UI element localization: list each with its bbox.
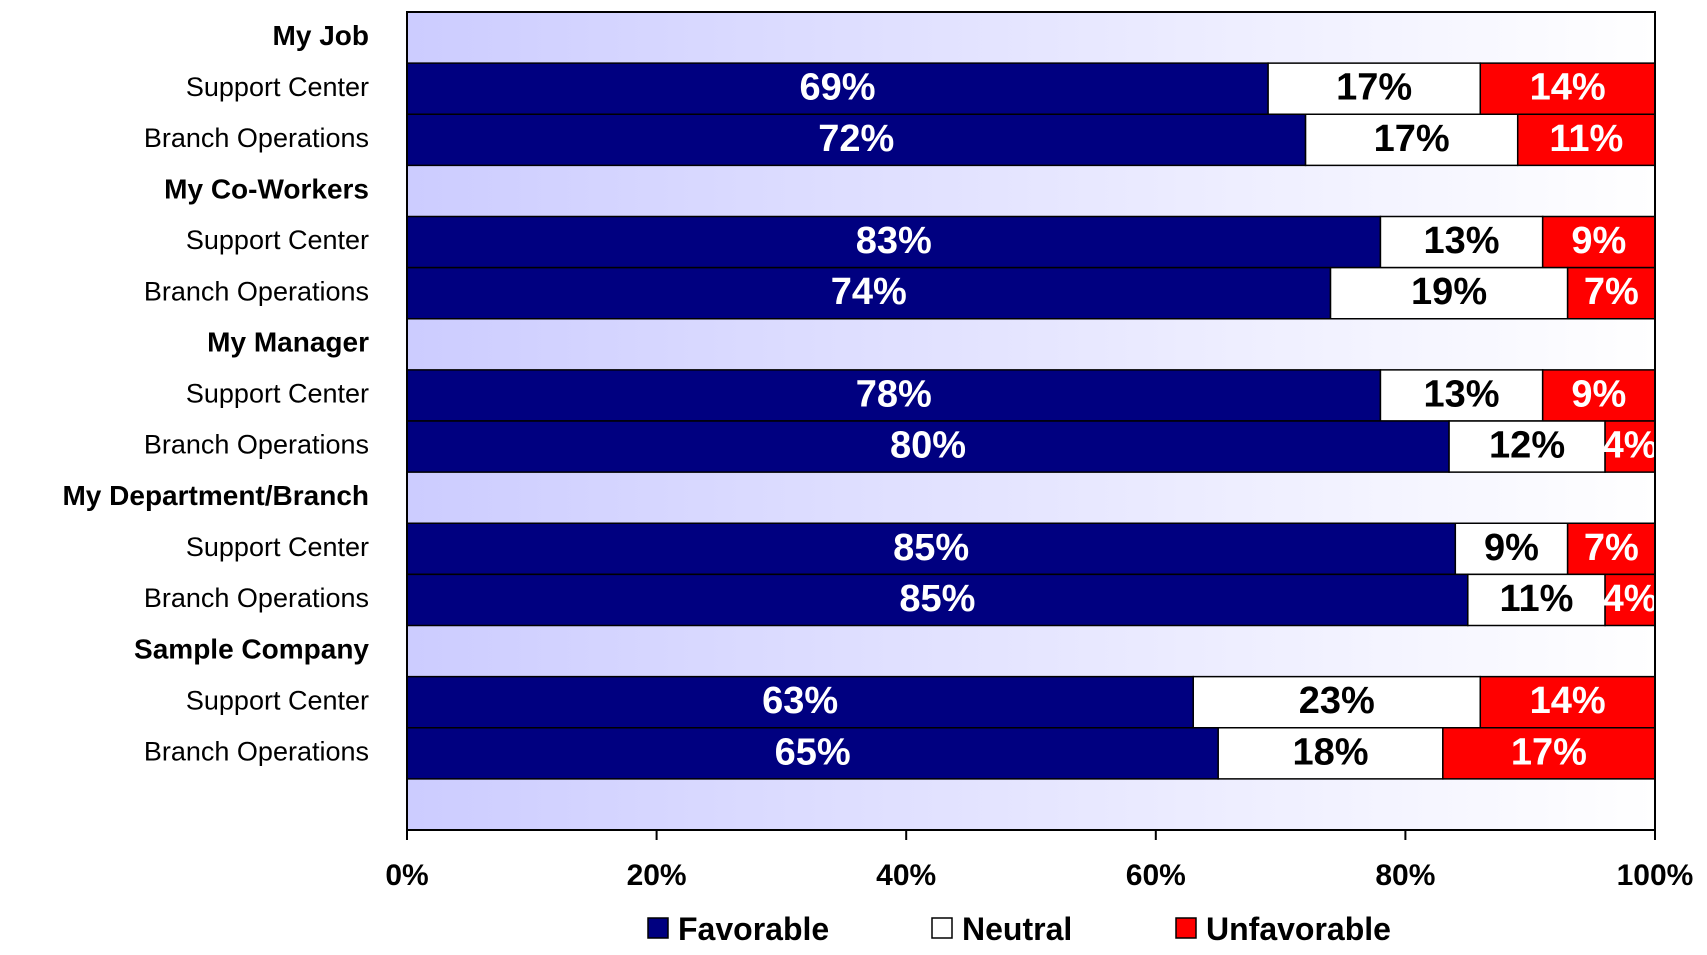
- data-label-neutral: 12%: [1489, 425, 1565, 467]
- data-label-neutral: 9%: [1484, 527, 1539, 569]
- data-label-favorable: 72%: [818, 118, 894, 160]
- bar-segment-unfavorable: [1442, 727, 1656, 780]
- data-label-favorable: 63%: [762, 680, 838, 722]
- bar-segment-unfavorable: [1479, 675, 1656, 729]
- x-tick-label: 60%: [1126, 859, 1186, 892]
- row-label-support-center: Support Center: [186, 379, 369, 409]
- data-label-neutral: 13%: [1424, 373, 1500, 415]
- data-label-favorable: 74%: [831, 271, 907, 313]
- bar-segment-unfavorable: [1541, 215, 1656, 269]
- data-label-favorable: 78%: [856, 373, 932, 415]
- row-label-support-center: Support Center: [186, 72, 369, 102]
- legend: Favorable Neutral Unfavorable: [647, 911, 1391, 947]
- plot-frame: [406, 11, 1656, 831]
- bar-segment-favorable: [406, 727, 1219, 780]
- group-label-my-job: My Job: [273, 20, 369, 51]
- x-tick-label: 20%: [627, 859, 687, 892]
- data-label-unfavorable: 14%: [1530, 67, 1606, 109]
- bar-segment-favorable: [406, 369, 1382, 422]
- bar-segment-unfavorable: [1516, 113, 1656, 167]
- bar-segment-neutral: [1379, 215, 1544, 269]
- data-label-neutral: 23%: [1299, 680, 1375, 722]
- row-label-branch-operations: Branch Operations: [144, 123, 369, 153]
- category-labels: My Job Support Center Branch Operations My …: [62, 20, 369, 766]
- data-label-unfavorable: 17%: [1511, 731, 1587, 773]
- data-label-unfavorable: 14%: [1530, 680, 1606, 722]
- row-label-support-center: Support Center: [186, 225, 369, 255]
- row-label-support-center: Support Center: [186, 685, 369, 715]
- data-label-favorable: 69%: [800, 67, 876, 109]
- group-label-my-manager: My Manager: [207, 327, 369, 358]
- data-label-favorable: 80%: [890, 425, 966, 467]
- data-label-neutral: 19%: [1411, 271, 1487, 313]
- data-label-unfavorable: 4%: [1603, 578, 1658, 620]
- data-label-unfavorable: 9%: [1571, 373, 1626, 415]
- data-label-neutral: 13%: [1424, 220, 1500, 262]
- x-tick-label: 100%: [1617, 859, 1694, 892]
- data-label-favorable: 85%: [899, 578, 975, 620]
- x-axis: 0% 20% 40% 60% 80% 100%: [385, 830, 1693, 892]
- data-label-neutral: 11%: [1499, 578, 1573, 620]
- row-label-branch-operations: Branch Operations: [144, 430, 369, 460]
- data-label-unfavorable: 4%: [1603, 425, 1658, 467]
- data-label-unfavorable: 11%: [1549, 118, 1623, 160]
- group-label-my-co-workers: My Co-Workers: [164, 173, 369, 204]
- bar-segment-neutral: [1304, 113, 1519, 167]
- x-tick-label: 80%: [1375, 859, 1435, 892]
- row-label-branch-operations: Branch Operations: [144, 583, 369, 613]
- group-label-sample-company: Sample Company: [134, 633, 369, 664]
- data-label-favorable: 85%: [893, 527, 969, 569]
- bar-segment-neutral: [1329, 266, 1569, 320]
- bar-segment-unfavorable: [1604, 420, 1656, 473]
- bars-layer: 69% 17% 14% 72% 17% 11% 83% 13% 9% 74% 19% 7% 78% 13%…: [406, 62, 1658, 780]
- bar-segment-favorable: [406, 420, 1450, 473]
- data-label-neutral: 18%: [1292, 731, 1368, 773]
- data-label-favorable: 65%: [775, 731, 851, 773]
- legend-label-favorable: Favorable: [678, 911, 829, 947]
- row-label-branch-operations: Branch Operations: [144, 276, 369, 306]
- bar-segment-favorable: [406, 62, 1269, 115]
- bar-segment-favorable: [406, 113, 1307, 167]
- data-label-neutral: 17%: [1374, 118, 1450, 160]
- data-label-unfavorable: 7%: [1584, 271, 1639, 313]
- row-label-branch-operations: Branch Operations: [144, 736, 369, 766]
- data-label-unfavorable: 7%: [1584, 527, 1639, 569]
- legend-label-unfavorable: Unfavorable: [1206, 911, 1391, 947]
- legend-label-neutral: Neutral: [962, 911, 1072, 947]
- group-label-my-department-branch: My Department/Branch: [62, 480, 369, 511]
- bar-segment-unfavorable: [1566, 266, 1656, 320]
- x-tick-label: 40%: [876, 859, 936, 892]
- data-label-unfavorable: 9%: [1571, 220, 1626, 262]
- bar-segment-neutral: [1217, 727, 1444, 780]
- legend-swatch-favorable: [647, 917, 669, 939]
- bar-segment-favorable: [406, 573, 1469, 627]
- legend-swatch-unfavorable: [1175, 917, 1197, 939]
- bar-segment-neutral: [1379, 369, 1544, 422]
- x-tick-label: 0%: [385, 859, 428, 892]
- bar-segment-neutral: [1454, 522, 1569, 576]
- bar-segment-neutral: [1467, 573, 1606, 627]
- bar-segment-unfavorable: [1604, 573, 1656, 627]
- row-label-support-center: Support Center: [186, 532, 369, 562]
- bar-segment-neutral: [1448, 420, 1606, 473]
- legend-swatch-neutral: [931, 917, 953, 939]
- bar-segment-unfavorable: [1541, 369, 1656, 422]
- data-label-favorable: 83%: [856, 220, 932, 262]
- data-label-neutral: 17%: [1336, 67, 1412, 109]
